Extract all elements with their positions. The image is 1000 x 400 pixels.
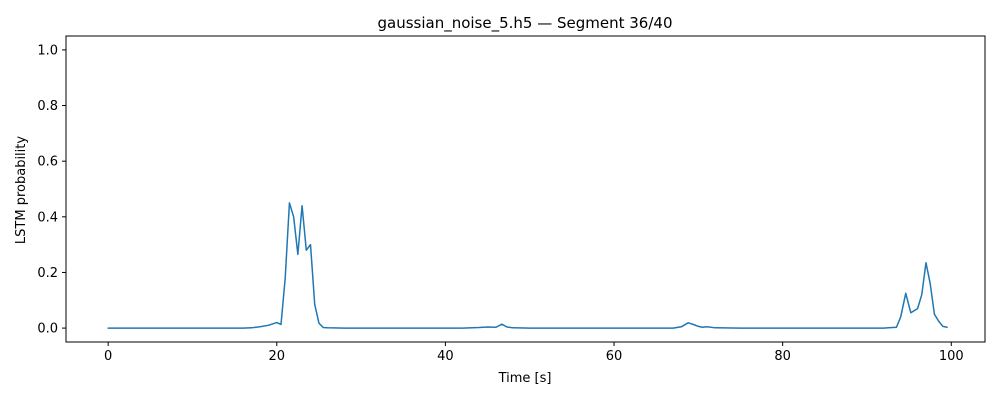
y-tick-label: 0.2 [37, 266, 58, 281]
x-tick-label: 20 [269, 349, 286, 364]
x-axis-title: Time [s] [498, 371, 552, 386]
x-tick-label: 40 [437, 349, 454, 364]
x-tick-label: 80 [774, 349, 791, 364]
chart-title: gaussian_noise_5.h5 — Segment 36/40 [377, 14, 672, 33]
series-line [107, 202, 948, 329]
y-tick-label: 0.6 [37, 155, 58, 170]
y-tick-label: 1.0 [37, 43, 58, 58]
plot-area: 0 20 40 60 80 100 0.0 0.2 0.4 0.6 0.8 1.0 [37, 35, 986, 364]
y-axis-title: LSTM probability [14, 136, 29, 244]
axes-frame [65, 35, 986, 343]
y-tick-label: 0.0 [37, 322, 58, 337]
x-tick-label: 100 [939, 349, 964, 364]
x-tick-label: 60 [606, 349, 623, 364]
y-tick-label: 0.4 [37, 210, 58, 225]
x-tick-label: 0 [104, 349, 112, 364]
y-tick-label: 0.8 [37, 99, 58, 114]
